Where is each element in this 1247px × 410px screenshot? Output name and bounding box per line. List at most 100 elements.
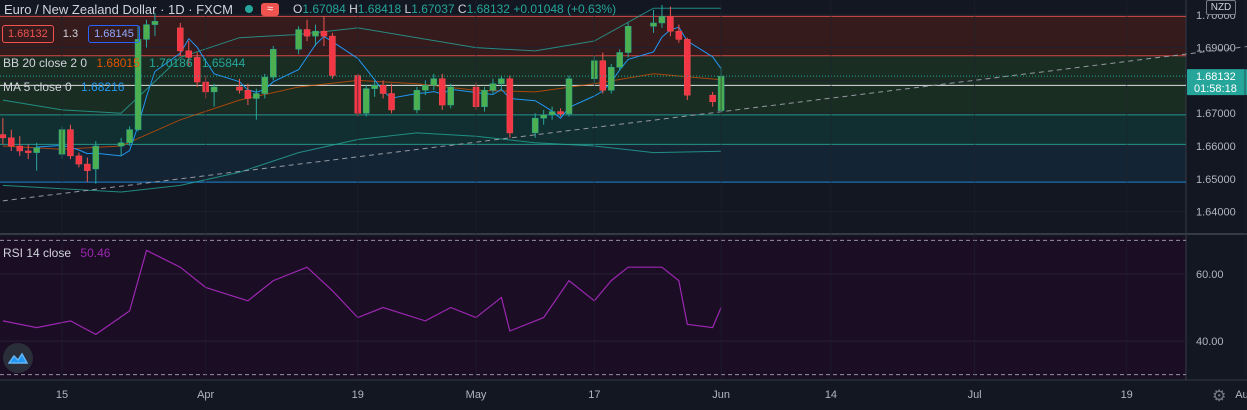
- price-tick-label: 1.65000: [1196, 174, 1236, 186]
- bb-label: BB 20 close 2 0: [3, 56, 88, 70]
- last-price-text: 1.68132: [1196, 71, 1236, 83]
- candle: [236, 78, 243, 94]
- compare-icon[interactable]: ≈: [261, 2, 280, 16]
- quote-boxes: 1.68132 1.3 1.68145: [2, 25, 140, 43]
- countdown-text: 01:58:18: [1194, 83, 1237, 95]
- price-tick-label: 1.64000: [1196, 207, 1236, 219]
- time-tick-label: 14: [825, 389, 837, 401]
- ma-legend[interactable]: MA 5 close 0 1.68216: [3, 80, 124, 94]
- candle: [75, 152, 83, 168]
- candle: [143, 19, 150, 48]
- candle: [371, 80, 378, 97]
- time-tick-label: Jul: [968, 389, 982, 401]
- candle: [303, 19, 311, 42]
- price-tick-label: 1.66000: [1196, 141, 1236, 153]
- price-tick-label: 1.69000: [1196, 43, 1236, 55]
- candle: [16, 136, 23, 156]
- candle: [548, 106, 556, 120]
- sell-price-button[interactable]: 1.68132: [2, 25, 54, 43]
- candle: [312, 24, 319, 46]
- candle: [489, 78, 497, 94]
- candle: [557, 108, 564, 117]
- low-label: L: [404, 2, 412, 16]
- buy-price-button[interactable]: 1.68145: [88, 25, 140, 43]
- time-tick-label: Jun: [712, 389, 730, 401]
- candle: [177, 22, 184, 56]
- candle: [33, 142, 40, 171]
- time-tick-label: 19: [352, 389, 364, 401]
- candle: [244, 83, 252, 106]
- tradingview-logo-icon[interactable]: [3, 343, 33, 373]
- candle: [185, 41, 192, 66]
- candle: [270, 45, 277, 81]
- symbol-title[interactable]: Euro / New Zealand Dollar · 1D · FXCM: [4, 1, 234, 17]
- rsi-tick-label: 40.00: [1196, 336, 1224, 348]
- candle: [295, 26, 302, 55]
- rsi-value: 50.46: [80, 246, 111, 260]
- candle: [253, 88, 260, 120]
- resistance-zone: [0, 16, 1186, 56]
- candle: [675, 24, 683, 43]
- candle: [92, 141, 100, 184]
- candle: [709, 91, 716, 107]
- bb-basis-value: 1.68015: [96, 56, 140, 70]
- candle: [210, 83, 218, 107]
- time-tick-label: Apr: [197, 389, 214, 401]
- ohlc-values: O1.67084 H1.68418 L1.67037 C1.68132 +0.0…: [293, 2, 616, 16]
- candle: [506, 75, 514, 138]
- candle: [650, 9, 657, 33]
- chart-header: Euro / New Zealand Dollar · 1D · FXCM ≈ …: [4, 1, 616, 17]
- bb-upper-value: 1.70186: [149, 56, 193, 70]
- support-zone: [0, 114, 1186, 145]
- trendline: [2, 46, 1247, 202]
- spread-value: 1.3: [62, 28, 79, 40]
- candle: [481, 86, 488, 112]
- high-value: 1.68418: [357, 2, 402, 16]
- candle: [151, 13, 159, 37]
- candle: [667, 6, 674, 37]
- candle: [126, 126, 133, 147]
- rsi-line: [2, 249, 722, 336]
- time-tick-label: May: [466, 389, 487, 401]
- open-label: O: [293, 2, 303, 16]
- candle: [430, 73, 438, 91]
- ma-value: 1.68216: [81, 80, 125, 94]
- candle: [320, 16, 328, 46]
- bb-legend[interactable]: BB 20 close 2 0 1.68015 1.70186 1.65844: [3, 56, 245, 70]
- time-tick-label: 17: [588, 389, 600, 401]
- candle: [117, 137, 125, 156]
- candle: [329, 32, 336, 79]
- candle: [599, 52, 607, 94]
- rsi-label: RSI 14 close: [3, 246, 72, 260]
- candle: [193, 52, 201, 87]
- candle: [540, 109, 547, 125]
- change-value: +0.01048 (+0.63%): [513, 2, 617, 16]
- candle: [608, 63, 615, 94]
- candle: [362, 85, 370, 117]
- candle: [624, 22, 632, 58]
- price-tick-label: 1.67000: [1196, 108, 1236, 120]
- candle: [565, 75, 573, 117]
- high-label: H: [349, 2, 358, 16]
- currency-badge[interactable]: NZD: [1206, 0, 1236, 15]
- candle: [84, 157, 91, 183]
- candle: [24, 144, 32, 160]
- candle: [447, 83, 454, 109]
- candle: [531, 113, 539, 138]
- candle: [67, 124, 74, 160]
- gear-icon[interactable]: ⚙: [1212, 388, 1227, 405]
- ma-label: MA 5 close 0: [3, 80, 72, 94]
- candle: [684, 37, 691, 101]
- time-tick-label: Aug: [1235, 389, 1247, 401]
- candle: [261, 73, 269, 99]
- time-tick-label: 19: [1121, 389, 1133, 401]
- candle: [439, 73, 446, 110]
- open-value: 1.67084: [302, 2, 346, 16]
- candle: [134, 26, 142, 132]
- market-open-dot: [245, 5, 254, 13]
- rsi-legend[interactable]: RSI 14 close 50.46: [3, 246, 110, 260]
- close-label: C: [457, 2, 467, 16]
- candle: [616, 49, 623, 71]
- rsi-tick-label: 60.00: [1196, 269, 1224, 281]
